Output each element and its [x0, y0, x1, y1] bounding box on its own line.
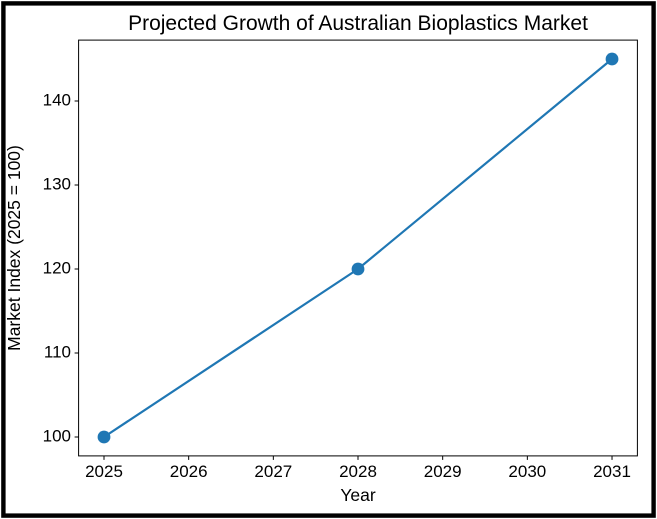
svg-text:Year: Year: [340, 485, 376, 505]
svg-text:2027: 2027: [254, 462, 292, 481]
svg-text:2029: 2029: [424, 462, 462, 481]
svg-text:2030: 2030: [508, 462, 546, 481]
svg-text:2028: 2028: [339, 462, 377, 481]
svg-text:130: 130: [43, 175, 71, 194]
svg-text:Projected Growth of Australian: Projected Growth of Australian Bioplasti…: [128, 12, 588, 35]
svg-text:2031: 2031: [593, 462, 631, 481]
svg-text:Market Index (2025 = 100): Market Index (2025 = 100): [4, 145, 24, 351]
svg-text:2025: 2025: [85, 462, 123, 481]
svg-text:2026: 2026: [170, 462, 208, 481]
svg-text:100: 100: [43, 427, 71, 446]
svg-text:110: 110: [44, 343, 71, 362]
svg-text:140: 140: [43, 91, 71, 110]
svg-text:120: 120: [43, 259, 71, 278]
